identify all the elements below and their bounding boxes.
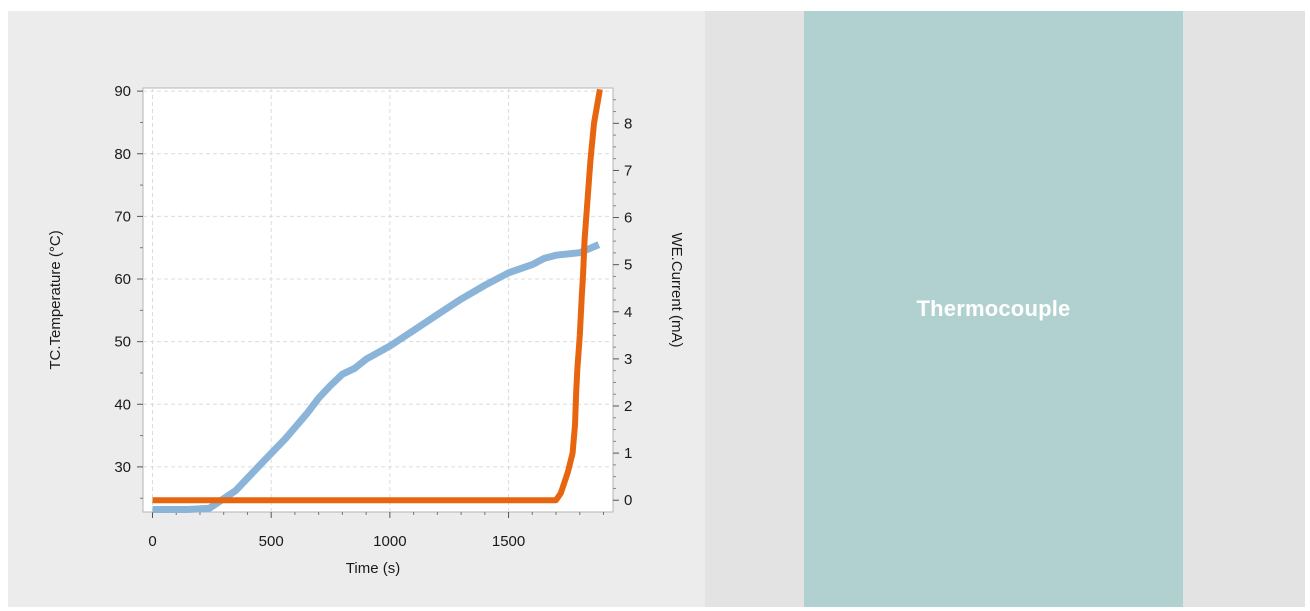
current-line	[152, 88, 603, 504]
y-left-tick-label: 30	[114, 459, 131, 476]
y-right-tick-label: 4	[624, 304, 632, 321]
y-left-tick-label: 70	[114, 208, 131, 225]
y-right-axis-title: WE.Current (mA)	[668, 232, 685, 347]
x-tick-label: 1000	[373, 533, 406, 550]
y-right-tick-label: 3	[624, 351, 632, 368]
axes: 0 500 1000 1500 30 40 50 60 70 80 90 0 1 2 3 4 5 6 7 8	[114, 83, 632, 550]
y-left-tick-label: 90	[114, 83, 131, 100]
thermocouple-panel: Thermocouple	[705, 11, 1305, 607]
chart: 0 500 1000 1500 30 40 50 60 70 80 90 0 1 2 3 4 5 6 7 8 Time…	[47, 83, 685, 577]
x-tick-label: 1500	[492, 533, 525, 550]
y-left-tick-label: 50	[114, 334, 131, 351]
y-right-tick-label: 7	[624, 162, 632, 179]
y-right-tick-label: 6	[624, 210, 632, 227]
y-right-tick-label: 0	[624, 492, 632, 509]
y-right-tick-label: 5	[624, 257, 632, 274]
x-tick-label: 500	[259, 533, 284, 550]
y-left-tick-label: 40	[114, 396, 131, 413]
grid	[143, 88, 613, 512]
y-right-tick-label: 8	[624, 115, 632, 132]
x-tick-label: 0	[148, 533, 156, 550]
y-right-tick-label: 1	[624, 445, 632, 462]
y-left-tick-label: 80	[114, 146, 131, 163]
y-left-tick-label: 60	[114, 271, 131, 288]
y-right-tick-label: 2	[624, 398, 632, 415]
thermocouple-label: Thermocouple	[916, 296, 1071, 321]
series	[152, 88, 603, 513]
thermocouple-block: Thermocouple	[804, 11, 1183, 607]
y-left-axis-title: TC.Temperature (°C)	[47, 230, 64, 369]
temperature-line	[152, 241, 601, 513]
x-axis-title: Time (s)	[346, 560, 400, 577]
plot-area	[142, 87, 614, 513]
